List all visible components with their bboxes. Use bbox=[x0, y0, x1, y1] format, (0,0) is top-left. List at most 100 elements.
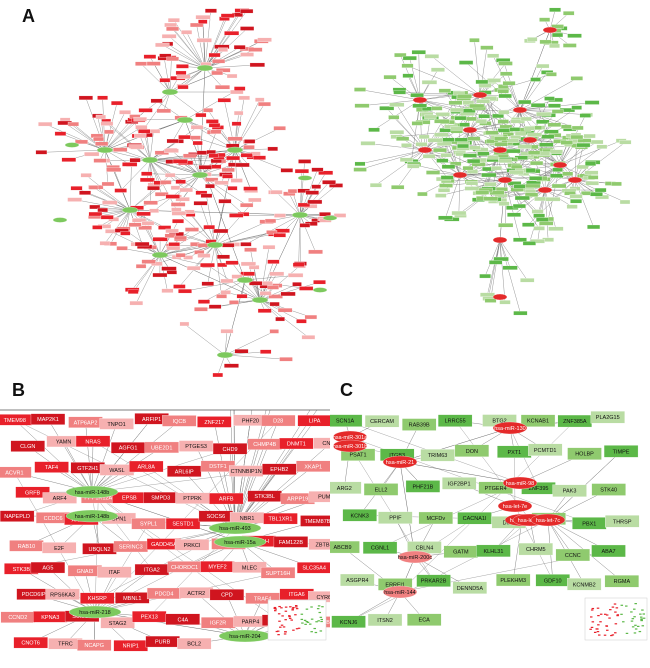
inset-node bbox=[640, 619, 643, 621]
inset-node bbox=[277, 634, 280, 636]
inset-node bbox=[274, 608, 277, 610]
gene-label: GPN1 bbox=[111, 516, 126, 522]
gene-label: ERRFI1 bbox=[385, 582, 405, 588]
gene-node bbox=[367, 613, 403, 627]
mirna-node bbox=[492, 293, 508, 301]
gene-node bbox=[61, 157, 77, 162]
network-edge bbox=[204, 18, 225, 69]
mirna-node bbox=[312, 287, 328, 293]
gene-node bbox=[529, 176, 543, 181]
mirna-label: hsa-miR-301a bbox=[333, 435, 368, 441]
gene-node bbox=[35, 150, 48, 155]
mirna-label: hsa-miR-15a bbox=[224, 540, 256, 546]
gene-node bbox=[131, 518, 166, 530]
gene-label: TRIM63 bbox=[428, 453, 448, 459]
gene-node bbox=[262, 245, 276, 250]
gene-node bbox=[273, 536, 309, 548]
gene-label: STK3BL bbox=[254, 494, 274, 500]
mirna-node bbox=[141, 156, 159, 164]
inset-node bbox=[590, 626, 594, 629]
gene-node bbox=[476, 544, 511, 558]
gene-label: CPD bbox=[221, 593, 233, 599]
gene-node bbox=[424, 54, 440, 59]
gene-node bbox=[227, 136, 243, 141]
gene-node bbox=[300, 515, 330, 527]
gene-node bbox=[128, 222, 142, 227]
gene-node bbox=[220, 278, 234, 284]
gene-node bbox=[172, 159, 188, 164]
gene-node bbox=[257, 101, 271, 107]
gene-label: AG5 bbox=[42, 566, 53, 572]
gene-node bbox=[562, 43, 577, 48]
gene-label: ARL6IP bbox=[175, 469, 194, 475]
gene-node bbox=[136, 211, 151, 217]
gene-node bbox=[209, 589, 245, 601]
gene-node bbox=[448, 100, 463, 106]
gene-node bbox=[494, 141, 508, 147]
gene-node bbox=[102, 200, 118, 205]
gene-node bbox=[154, 192, 169, 197]
gene-label: ABCB9 bbox=[334, 545, 352, 551]
gene-node bbox=[101, 181, 115, 187]
gene-node bbox=[405, 480, 441, 493]
gene-node bbox=[570, 199, 583, 204]
gene-node bbox=[135, 125, 148, 130]
inset-node bbox=[640, 619, 643, 622]
network-edge bbox=[41, 149, 106, 153]
gene-node bbox=[520, 278, 535, 283]
gene-label: PDCD6IP bbox=[22, 592, 46, 598]
gene-node bbox=[458, 60, 474, 65]
inset-node bbox=[284, 610, 288, 612]
gene-node bbox=[331, 615, 366, 628]
gene-node bbox=[95, 141, 109, 146]
gene-node bbox=[530, 239, 545, 244]
gene-node bbox=[469, 38, 480, 43]
gene-node bbox=[15, 486, 50, 498]
gene-node bbox=[579, 113, 592, 118]
mirna-label: hsa-let-7d bbox=[518, 518, 542, 524]
network-edge bbox=[106, 120, 151, 161]
network-edge bbox=[174, 174, 201, 198]
network-edge bbox=[544, 146, 582, 191]
mirna-node bbox=[542, 26, 558, 34]
gene-node bbox=[520, 414, 556, 427]
inset-node bbox=[319, 616, 323, 618]
mirna-node bbox=[121, 206, 139, 214]
inset-node bbox=[633, 632, 637, 634]
gene-node bbox=[500, 71, 513, 76]
network-edge bbox=[144, 227, 161, 256]
gene-node bbox=[567, 447, 602, 460]
gene-node bbox=[549, 43, 560, 49]
gene-label: ZNF217 bbox=[204, 420, 224, 426]
gene-label: HOLBP bbox=[575, 452, 594, 458]
gene-node bbox=[476, 99, 491, 104]
network-edge bbox=[142, 91, 171, 131]
gene-label: PRKCI bbox=[184, 543, 201, 549]
gene-node bbox=[95, 114, 106, 120]
inset-node bbox=[278, 620, 281, 622]
gene-label: ITGA2 bbox=[144, 568, 160, 574]
network-edge bbox=[197, 143, 201, 176]
gene-node bbox=[273, 213, 286, 218]
gene-node bbox=[551, 109, 564, 114]
gene-node bbox=[243, 271, 255, 277]
gene-node bbox=[89, 204, 101, 210]
gene-label: TNPO1 bbox=[107, 422, 125, 428]
gene-label: ARFB bbox=[219, 497, 234, 503]
inset-node bbox=[610, 634, 613, 637]
gene-node bbox=[475, 79, 489, 85]
gene-node bbox=[279, 437, 314, 450]
gene-node bbox=[436, 158, 449, 163]
gene-node bbox=[128, 144, 143, 149]
gene-node bbox=[330, 540, 360, 554]
gene-node bbox=[159, 78, 171, 83]
gene-node bbox=[119, 110, 131, 115]
gene-node bbox=[240, 153, 253, 158]
gene-label: UBQLN2 bbox=[88, 547, 110, 553]
gene-node bbox=[402, 73, 414, 78]
inset-node bbox=[591, 607, 595, 610]
network-edge bbox=[74, 199, 131, 211]
network-edge bbox=[182, 174, 201, 200]
network-edge bbox=[214, 221, 267, 246]
inset-node bbox=[611, 634, 615, 636]
